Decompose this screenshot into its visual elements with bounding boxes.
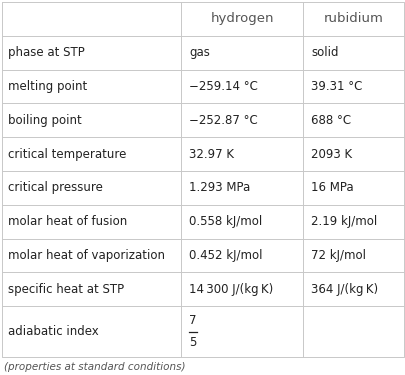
Text: specific heat at STP: specific heat at STP [8,283,124,296]
Text: 7: 7 [188,314,196,327]
Text: critical pressure: critical pressure [8,182,102,195]
Text: 1.293 MPa: 1.293 MPa [188,182,249,195]
Text: −259.14 °C: −259.14 °C [188,80,257,93]
Text: 0.558 kJ/mol: 0.558 kJ/mol [188,215,262,228]
Text: 0.452 kJ/mol: 0.452 kJ/mol [188,249,262,262]
Text: molar heat of vaporization: molar heat of vaporization [8,249,164,262]
Text: 39.31 °C: 39.31 °C [311,80,362,93]
Text: 14 300 J/(kg K): 14 300 J/(kg K) [188,283,273,296]
Text: phase at STP: phase at STP [8,46,85,59]
Text: boiling point: boiling point [8,114,81,127]
Text: 364 J/(kg K): 364 J/(kg K) [311,283,378,296]
Text: 2093 K: 2093 K [311,148,352,160]
Text: 5: 5 [188,336,196,349]
Text: gas: gas [188,46,209,59]
Text: −252.87 °C: −252.87 °C [188,114,257,127]
Text: adiabatic index: adiabatic index [8,325,98,338]
Text: hydrogen: hydrogen [210,12,273,26]
Text: melting point: melting point [8,80,87,93]
Text: 16 MPa: 16 MPa [311,182,353,195]
Text: (properties at standard conditions): (properties at standard conditions) [4,362,185,372]
Text: molar heat of fusion: molar heat of fusion [8,215,127,228]
Text: 72 kJ/mol: 72 kJ/mol [311,249,366,262]
Text: 2.19 kJ/mol: 2.19 kJ/mol [311,215,377,228]
Text: critical temperature: critical temperature [8,148,126,160]
Text: solid: solid [311,46,338,59]
Text: 32.97 K: 32.97 K [188,148,233,160]
Text: rubidium: rubidium [323,12,383,26]
Text: 688 °C: 688 °C [311,114,351,127]
